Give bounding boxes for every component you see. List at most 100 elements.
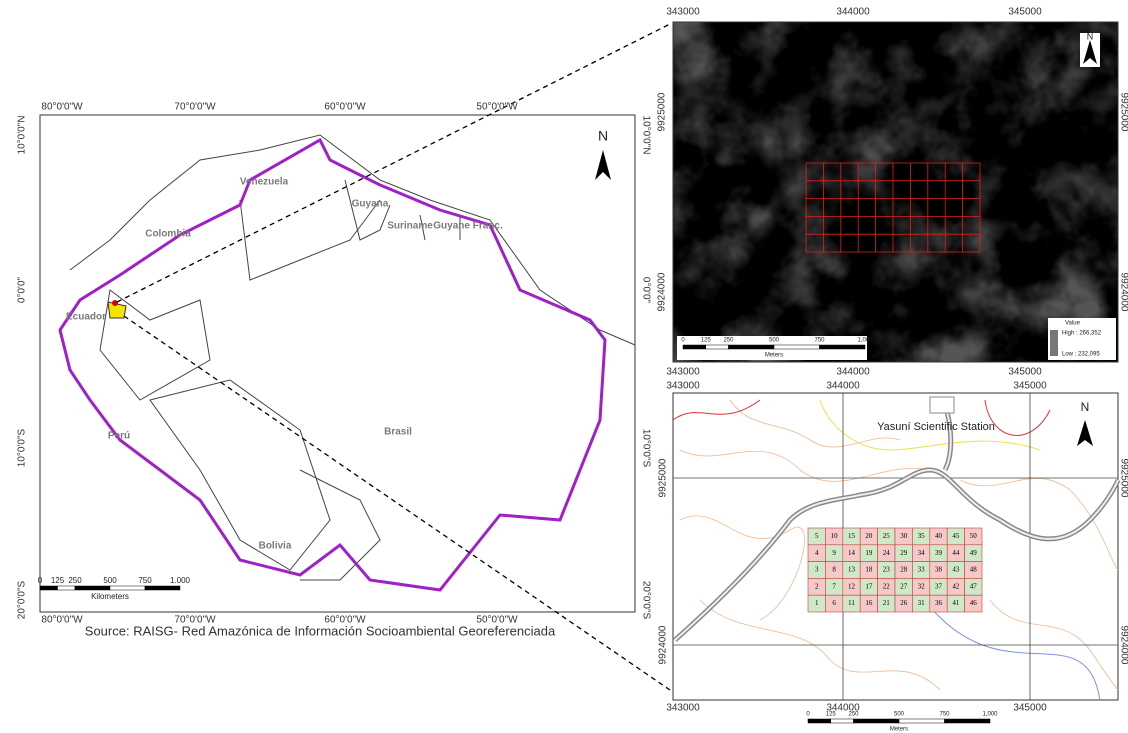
lat-label: 0°0'0" <box>640 277 651 304</box>
country-label: Guyana <box>352 199 389 210</box>
easting-label: 345000 <box>1013 703 1047 714</box>
legend-title: Value <box>1065 321 1081 327</box>
lon-label: 70°0'0"W <box>174 102 216 113</box>
country-label: Suriname <box>387 221 433 232</box>
plot-number: 16 <box>865 599 873 607</box>
scale-segment <box>831 719 854 723</box>
lon-label: 60°0'0"W <box>324 615 366 626</box>
plot-number: 3 <box>815 566 819 574</box>
scale-segment <box>683 345 706 349</box>
scale-segment <box>899 719 945 723</box>
northing-label: 9925000 <box>657 92 668 131</box>
scale-tick: 0 <box>806 712 810 718</box>
dem-terrain <box>673 22 1118 362</box>
scale-tick: 250 <box>68 576 82 585</box>
plot-number: 10 <box>831 532 839 540</box>
scale-unit: Meters <box>765 353 783 359</box>
scale-unit: Meters <box>890 727 908 733</box>
easting-label: 345000 <box>1008 7 1042 18</box>
northing-label: 9925000 <box>1118 93 1128 132</box>
scale-segment <box>729 345 775 349</box>
plot-map: Yasuní Scientific Station 51015202530354… <box>673 393 1118 700</box>
plot-number: 35 <box>918 532 926 540</box>
lat-label: 0°0'0" <box>17 276 28 303</box>
easting-label: 344000 <box>836 7 870 18</box>
plot-number: 29 <box>900 549 908 557</box>
legend-low: Low : 232,095 <box>1062 352 1100 358</box>
legend-ramp <box>1050 330 1058 356</box>
scale-tick: 750 <box>138 576 152 585</box>
overview-map: N Source: RAISG- Red Amazónica de Inform… <box>40 115 635 638</box>
northing-label: 9925000 <box>658 458 669 497</box>
plot-number: 24 <box>883 549 891 557</box>
plot-number: 1 <box>815 599 819 607</box>
lat-label: 10°0'0"N <box>640 116 651 155</box>
scale-unit: Kilometers <box>91 592 129 601</box>
easting-label: 343000 <box>666 367 700 378</box>
plot-number: 18 <box>865 566 873 574</box>
north-label: N <box>1081 400 1090 414</box>
scale-tick: 250 <box>848 712 859 718</box>
scale-tick: 1,000 <box>982 712 998 718</box>
scale-tick: 750 <box>939 712 950 718</box>
plot-number: 2 <box>815 582 819 590</box>
station-label: Yasuní Scientific Station <box>877 421 995 433</box>
plot-number: 12 <box>848 582 856 590</box>
plot-number: 28 <box>900 566 908 574</box>
plot-number: 17 <box>865 582 873 590</box>
plot-number: 41 <box>952 599 960 607</box>
lat-label: 20°0'0"S <box>640 581 651 620</box>
scale-tick: 500 <box>769 338 780 344</box>
plot-number: 38 <box>935 566 943 574</box>
plot-number: 33 <box>918 566 926 574</box>
easting-label: 345000 <box>1008 367 1042 378</box>
plot-number: 45 <box>952 532 960 540</box>
plot-number: 13 <box>848 566 856 574</box>
plot-number: 40 <box>935 532 943 540</box>
easting-label: 343000 <box>666 7 700 18</box>
scale-segment <box>58 586 76 590</box>
plot-number: 37 <box>935 582 943 590</box>
easting-label: 343000 <box>666 703 700 714</box>
plot-number: 34 <box>918 549 926 557</box>
elevation-map: Value High : 266,352 Low : 232,095 N <box>673 22 1118 362</box>
plot-number: 22 <box>883 582 891 590</box>
scale-tick: 125 <box>826 712 837 718</box>
scale-tick: 125 <box>701 338 712 344</box>
station-buildings <box>930 397 954 413</box>
plot-number: 47 <box>970 582 978 590</box>
scale-segment <box>808 719 831 723</box>
plot-number: 39 <box>935 549 943 557</box>
scale-segment <box>820 345 866 349</box>
legend-high: High : 266,352 <box>1062 331 1102 337</box>
country-label: Bolivia <box>259 541 292 552</box>
plot-number: 15 <box>848 532 856 540</box>
plot-number: 50 <box>970 532 978 540</box>
north-label: N <box>598 128 608 144</box>
plot-number: 9 <box>832 549 836 557</box>
northing-label: 9924000 <box>1118 273 1128 312</box>
plot-number: 23 <box>883 566 891 574</box>
plot-number: 43 <box>952 566 960 574</box>
easting-label: 344000 <box>836 367 870 378</box>
scale-segment <box>945 719 991 723</box>
plot-number: 31 <box>918 599 926 607</box>
country-label: Venezuela <box>240 177 289 188</box>
northing-label: 9924000 <box>1118 626 1128 665</box>
scale-tick: 500 <box>894 712 905 718</box>
scale-segment <box>774 345 820 349</box>
north-label: N <box>1087 31 1094 41</box>
plot-number: 21 <box>883 599 891 607</box>
lon-label: 80°0'0"W <box>41 102 83 113</box>
plot-number: 8 <box>832 566 836 574</box>
scale-tick: 1,000 <box>857 338 873 344</box>
plot-number: 36 <box>935 599 943 607</box>
scale-segment <box>706 345 729 349</box>
scale-tick: 0 <box>38 576 43 585</box>
scale-segment <box>854 719 900 723</box>
easting-label: 344000 <box>826 381 860 392</box>
plot-number: 32 <box>918 582 926 590</box>
plot-number: 4 <box>815 549 819 557</box>
lat-label: 10°0'0"S <box>640 429 651 468</box>
